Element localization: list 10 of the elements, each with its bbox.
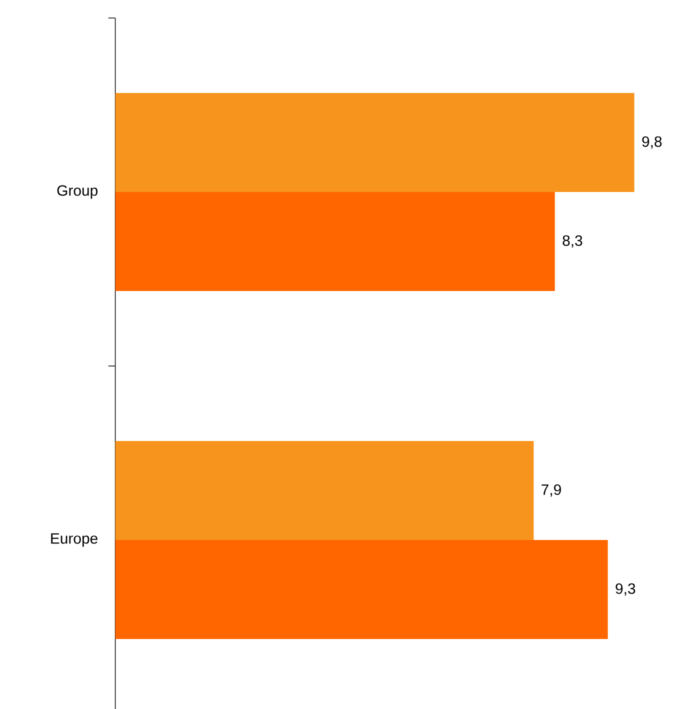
data-label: 9,3 — [616, 583, 636, 596]
y-tick-label: Group — [57, 185, 98, 199]
y-tick-label: Europe — [51, 533, 98, 547]
data-label: 8,3 — [562, 235, 582, 248]
bar — [115, 441, 534, 540]
data-label: 7,9 — [542, 484, 561, 497]
bar — [115, 93, 634, 192]
bar — [115, 192, 555, 292]
bar — [115, 540, 608, 640]
data-label: 9,8 — [642, 136, 662, 149]
